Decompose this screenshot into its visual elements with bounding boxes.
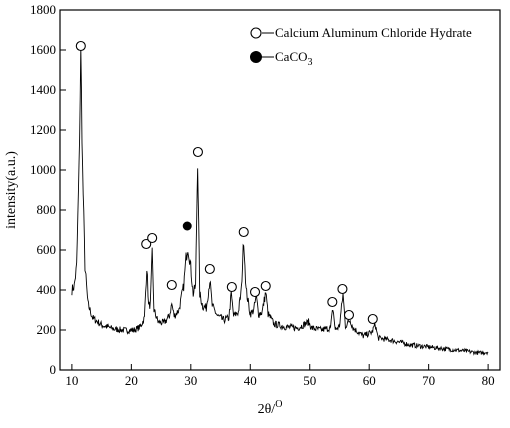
plot-frame xyxy=(59,9,501,371)
open-circle-marker xyxy=(260,280,271,292)
x-axis-label-main: 2θ/ xyxy=(258,402,276,417)
open-circle-marker xyxy=(327,296,338,308)
y-tick-label: 1200 xyxy=(30,122,56,137)
y-tick-label: 1800 xyxy=(30,2,56,17)
x-tick-label: 70 xyxy=(422,373,435,388)
x-axis-label-sup: O xyxy=(275,399,282,410)
x-axis-label: 2θ/O xyxy=(258,399,283,417)
x-tick-label: 60 xyxy=(363,373,376,388)
open-circle-marker xyxy=(343,309,355,321)
open-circle-marker xyxy=(249,286,261,298)
y-tick-label: 1600 xyxy=(30,42,56,57)
y-tick-label: 1000 xyxy=(30,162,56,177)
legend-text-1: Calcium Aluminum Chloride Hydrate xyxy=(275,25,472,40)
y-axis-label: intensity(a.u.) xyxy=(4,151,19,229)
y-tick-label: 800 xyxy=(37,202,57,217)
legend: Calcium Aluminum Chloride Hydrate CaCO3 xyxy=(250,25,472,68)
open-circle-marker xyxy=(238,226,249,238)
y-tick-label: 600 xyxy=(37,242,57,257)
open-circle-marker xyxy=(75,40,86,52)
legend-text-1-main: Calcium Aluminum Chloride Hydrate xyxy=(275,25,472,40)
open-circle-marker xyxy=(337,283,348,295)
x-tick-label: 40 xyxy=(244,373,257,388)
filled-circle-marker xyxy=(182,221,192,231)
x-tick-label: 30 xyxy=(184,373,197,388)
y-tick-label: 200 xyxy=(37,322,57,337)
open-circle-marker xyxy=(367,313,378,325)
y-tick-label: 1400 xyxy=(30,82,56,97)
x-tick-label: 80 xyxy=(482,373,495,388)
open-circle-marker xyxy=(204,263,215,275)
legend-text-2-main: CaCO xyxy=(275,49,308,64)
y-axis-ticks: 0 200 400 600 800 1000 1200 1400 1600 1800 xyxy=(30,2,66,377)
legend-text-2: CaCO3 xyxy=(275,49,313,68)
legend-open-circle-icon xyxy=(250,27,262,39)
open-circle-marker xyxy=(166,279,177,291)
open-circle-marker xyxy=(141,238,152,250)
xrd-trace xyxy=(71,46,489,356)
open-circle-marker xyxy=(147,232,158,244)
y-tick-label: 400 xyxy=(37,282,57,297)
x-axis-ticks: 10 20 30 40 50 60 70 80 xyxy=(65,364,495,388)
legend-text-2-sub: 3 xyxy=(308,57,313,68)
y-tick-label: 0 xyxy=(50,362,57,377)
x-tick-label: 20 xyxy=(125,373,138,388)
legend-filled-circle-icon xyxy=(250,51,262,63)
plot-layer xyxy=(71,40,489,356)
open-circle-marker xyxy=(192,146,203,158)
x-tick-label: 10 xyxy=(65,373,78,388)
x-tick-label: 50 xyxy=(303,373,316,388)
open-circle-marker xyxy=(226,281,237,293)
